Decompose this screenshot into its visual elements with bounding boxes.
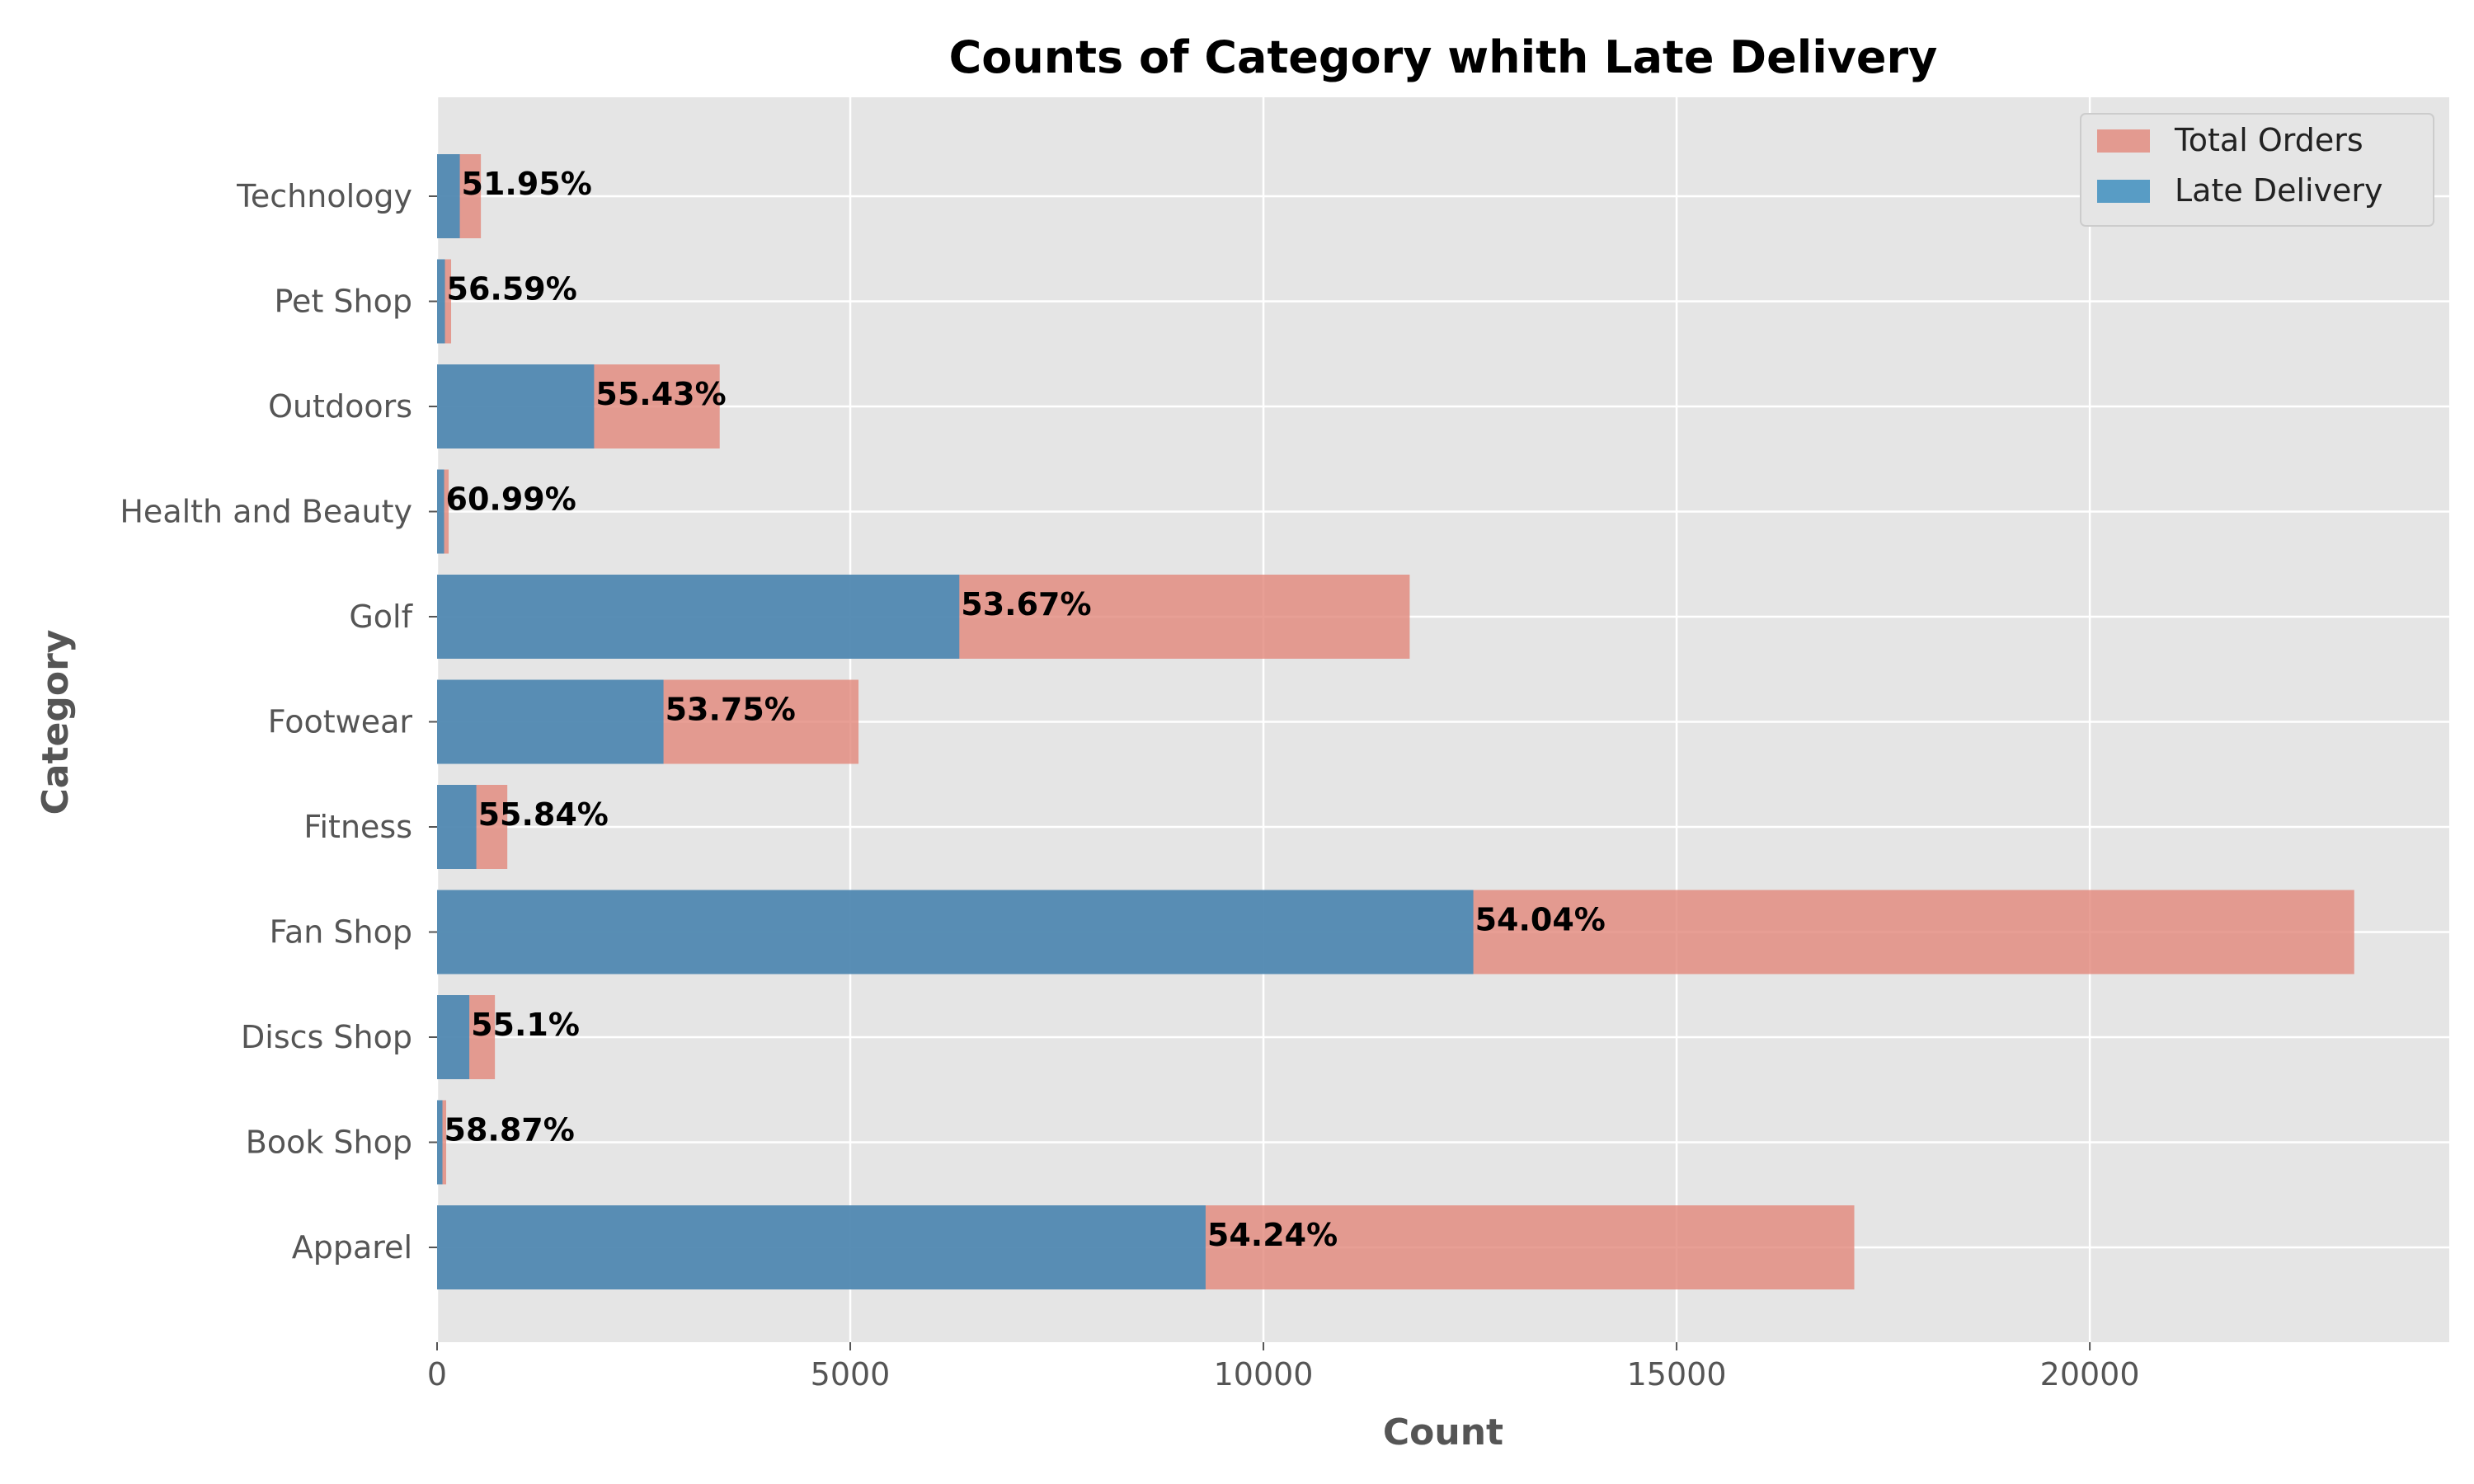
- bar-late-delivery-outdoors: [437, 364, 595, 448]
- y-tick-label: Health and Beauty: [120, 494, 412, 530]
- legend-swatch-late-delivery: [2097, 180, 2150, 203]
- bar-late-delivery-pet-shop: [437, 259, 445, 344]
- data-label-footwear: 53.75%: [666, 692, 796, 728]
- data-label-fitness: 55.84%: [478, 796, 609, 833]
- x-tick-label: 0: [427, 1356, 447, 1392]
- y-tick-label: Fitness: [303, 809, 412, 845]
- y-tick-label: Golf: [349, 599, 413, 635]
- bar-late-delivery-golf: [437, 575, 960, 659]
- legend-label-total-orders: Total Orders: [2174, 122, 2363, 158]
- bar-late-delivery-book-shop: [437, 1100, 443, 1185]
- chart-title: Counts of Category whith Late Delivery: [949, 31, 1938, 83]
- y-tick-label: Outdoors: [268, 388, 412, 425]
- y-tick-label: Technology: [236, 178, 412, 214]
- y-axis-ticks: Apparel Book Shop Discs Shop Fan Shop Fitnes…: [120, 178, 437, 1266]
- bar-late-delivery-fan-shop: [437, 890, 1474, 974]
- bar-late-delivery-health-and-beauty: [437, 469, 444, 554]
- y-tick-label: Apparel: [292, 1229, 412, 1266]
- legend-frame: [2080, 113, 2434, 227]
- y-tick-label: Pet Shop: [275, 284, 413, 320]
- y-tick-label: Book Shop: [246, 1125, 412, 1161]
- late-delivery-bars: [437, 154, 1474, 1289]
- legend: Total Orders Late Delivery: [2080, 113, 2434, 227]
- data-label-golf: 53.67%: [961, 586, 1091, 622]
- x-tick-label: 20000: [2040, 1356, 2140, 1392]
- legend-label-late-delivery: Late Delivery: [2175, 172, 2383, 209]
- y-axis-label: Category: [35, 630, 77, 815]
- bar-late-delivery-apparel: [437, 1205, 1206, 1289]
- y-tick-label: Footwear: [268, 704, 413, 740]
- x-axis-ticks: 0 5000 10000 15000 20000: [427, 1342, 2140, 1392]
- data-label-pet-shop: 56.59%: [447, 271, 577, 308]
- x-axis-label: Count: [1383, 1411, 1503, 1453]
- x-tick-label: 15000: [1627, 1356, 1727, 1392]
- data-label-technology: 51.95%: [462, 166, 592, 202]
- x-tick-label: 5000: [811, 1356, 891, 1392]
- bar-late-delivery-footwear: [437, 679, 664, 764]
- data-label-health-and-beauty: 60.99%: [446, 481, 576, 518]
- y-tick-label: Discs Shop: [241, 1019, 412, 1055]
- y-tick-label: Fan Shop: [270, 914, 412, 951]
- legend-swatch-total-orders: [2097, 129, 2150, 153]
- bar-late-delivery-fitness: [437, 785, 477, 869]
- data-label-apparel: 54.24%: [1207, 1217, 1338, 1253]
- data-label-outdoors: 55.43%: [595, 376, 726, 412]
- x-tick-label: 10000: [1214, 1356, 1314, 1392]
- percentage-labels: 54.24% 58.87% 55.1% 54.04% 55.84% 53.75% 53.67…: [444, 166, 1606, 1253]
- bar-late-delivery-technology: [437, 154, 460, 238]
- data-label-discs-shop: 55.1%: [471, 1007, 580, 1043]
- bar-late-delivery-discs-shop: [437, 995, 470, 1079]
- data-label-fan-shop: 54.04%: [1475, 902, 1606, 938]
- data-label-book-shop: 58.87%: [444, 1112, 575, 1148]
